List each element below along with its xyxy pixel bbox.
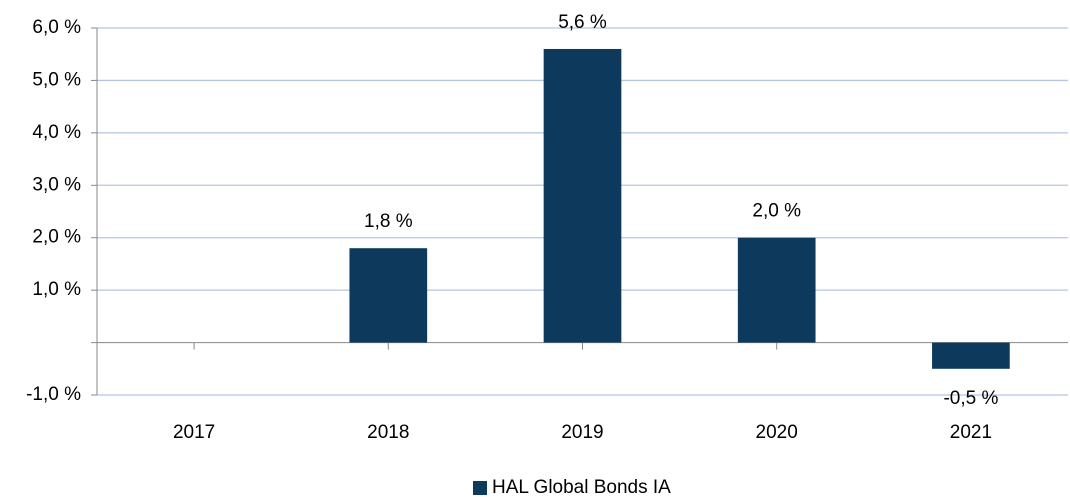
bar (737, 237, 816, 343)
bar (349, 248, 428, 343)
x-tick-label: 2021 (950, 422, 992, 443)
data-label: -0,5 % (943, 388, 998, 409)
data-label: 5,6 % (558, 12, 607, 33)
data-label: 1,8 % (364, 211, 413, 232)
y-tick-label: 2,0 % (32, 227, 81, 248)
y-tick-label: -1,0 % (26, 384, 81, 405)
x-tick-label: 2017 (173, 422, 215, 443)
x-tick-label: 2019 (561, 422, 603, 443)
y-tick-label: 5,0 % (32, 69, 81, 90)
data-label: 2,0 % (752, 201, 801, 222)
legend-label: HAL Global Bonds IA (492, 477, 671, 497)
bar (932, 342, 1010, 369)
y-tick-label: 4,0 % (32, 122, 81, 143)
y-tick-label: 3,0 % (32, 174, 81, 195)
legend-swatch (473, 481, 487, 495)
y-tick-label: 1,0 % (32, 279, 81, 300)
bar (543, 48, 622, 343)
x-tick-label: 2018 (367, 422, 409, 443)
x-tick-label: 2020 (756, 422, 798, 443)
y-tick-label: 6,0 % (32, 17, 81, 38)
